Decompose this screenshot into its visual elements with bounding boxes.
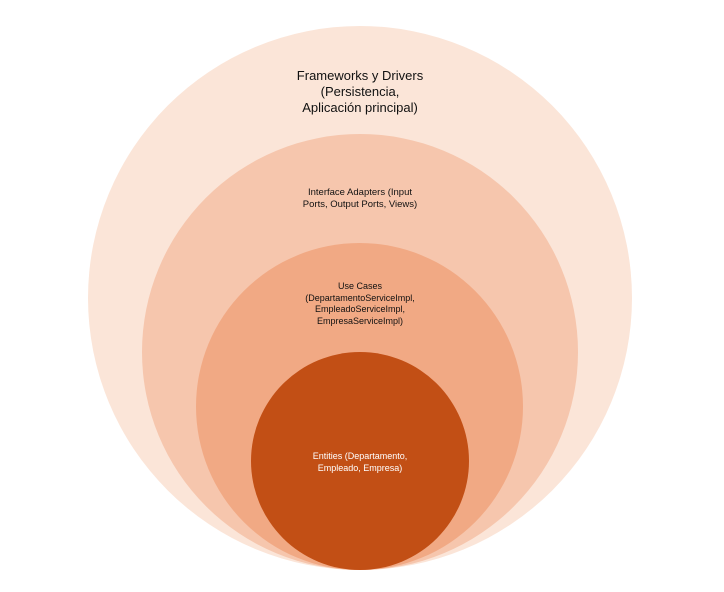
frameworks-drivers-label: Frameworks y Drivers (Persistencia, Apli… <box>296 68 424 115</box>
interface-adapters-label: Interface Adapters (Input Ports, Output … <box>302 187 418 210</box>
use-cases-label: Use Cases (DepartamentoServiceImpl, Empl… <box>305 281 415 326</box>
entities-label: Entities (Departamento, Empleado, Empres… <box>312 451 408 473</box>
entities-layer <box>251 352 469 570</box>
